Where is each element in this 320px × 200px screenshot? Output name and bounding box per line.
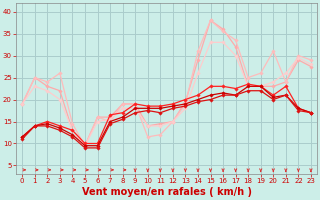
X-axis label: Vent moyen/en rafales ( km/h ): Vent moyen/en rafales ( km/h ): [82, 187, 252, 197]
